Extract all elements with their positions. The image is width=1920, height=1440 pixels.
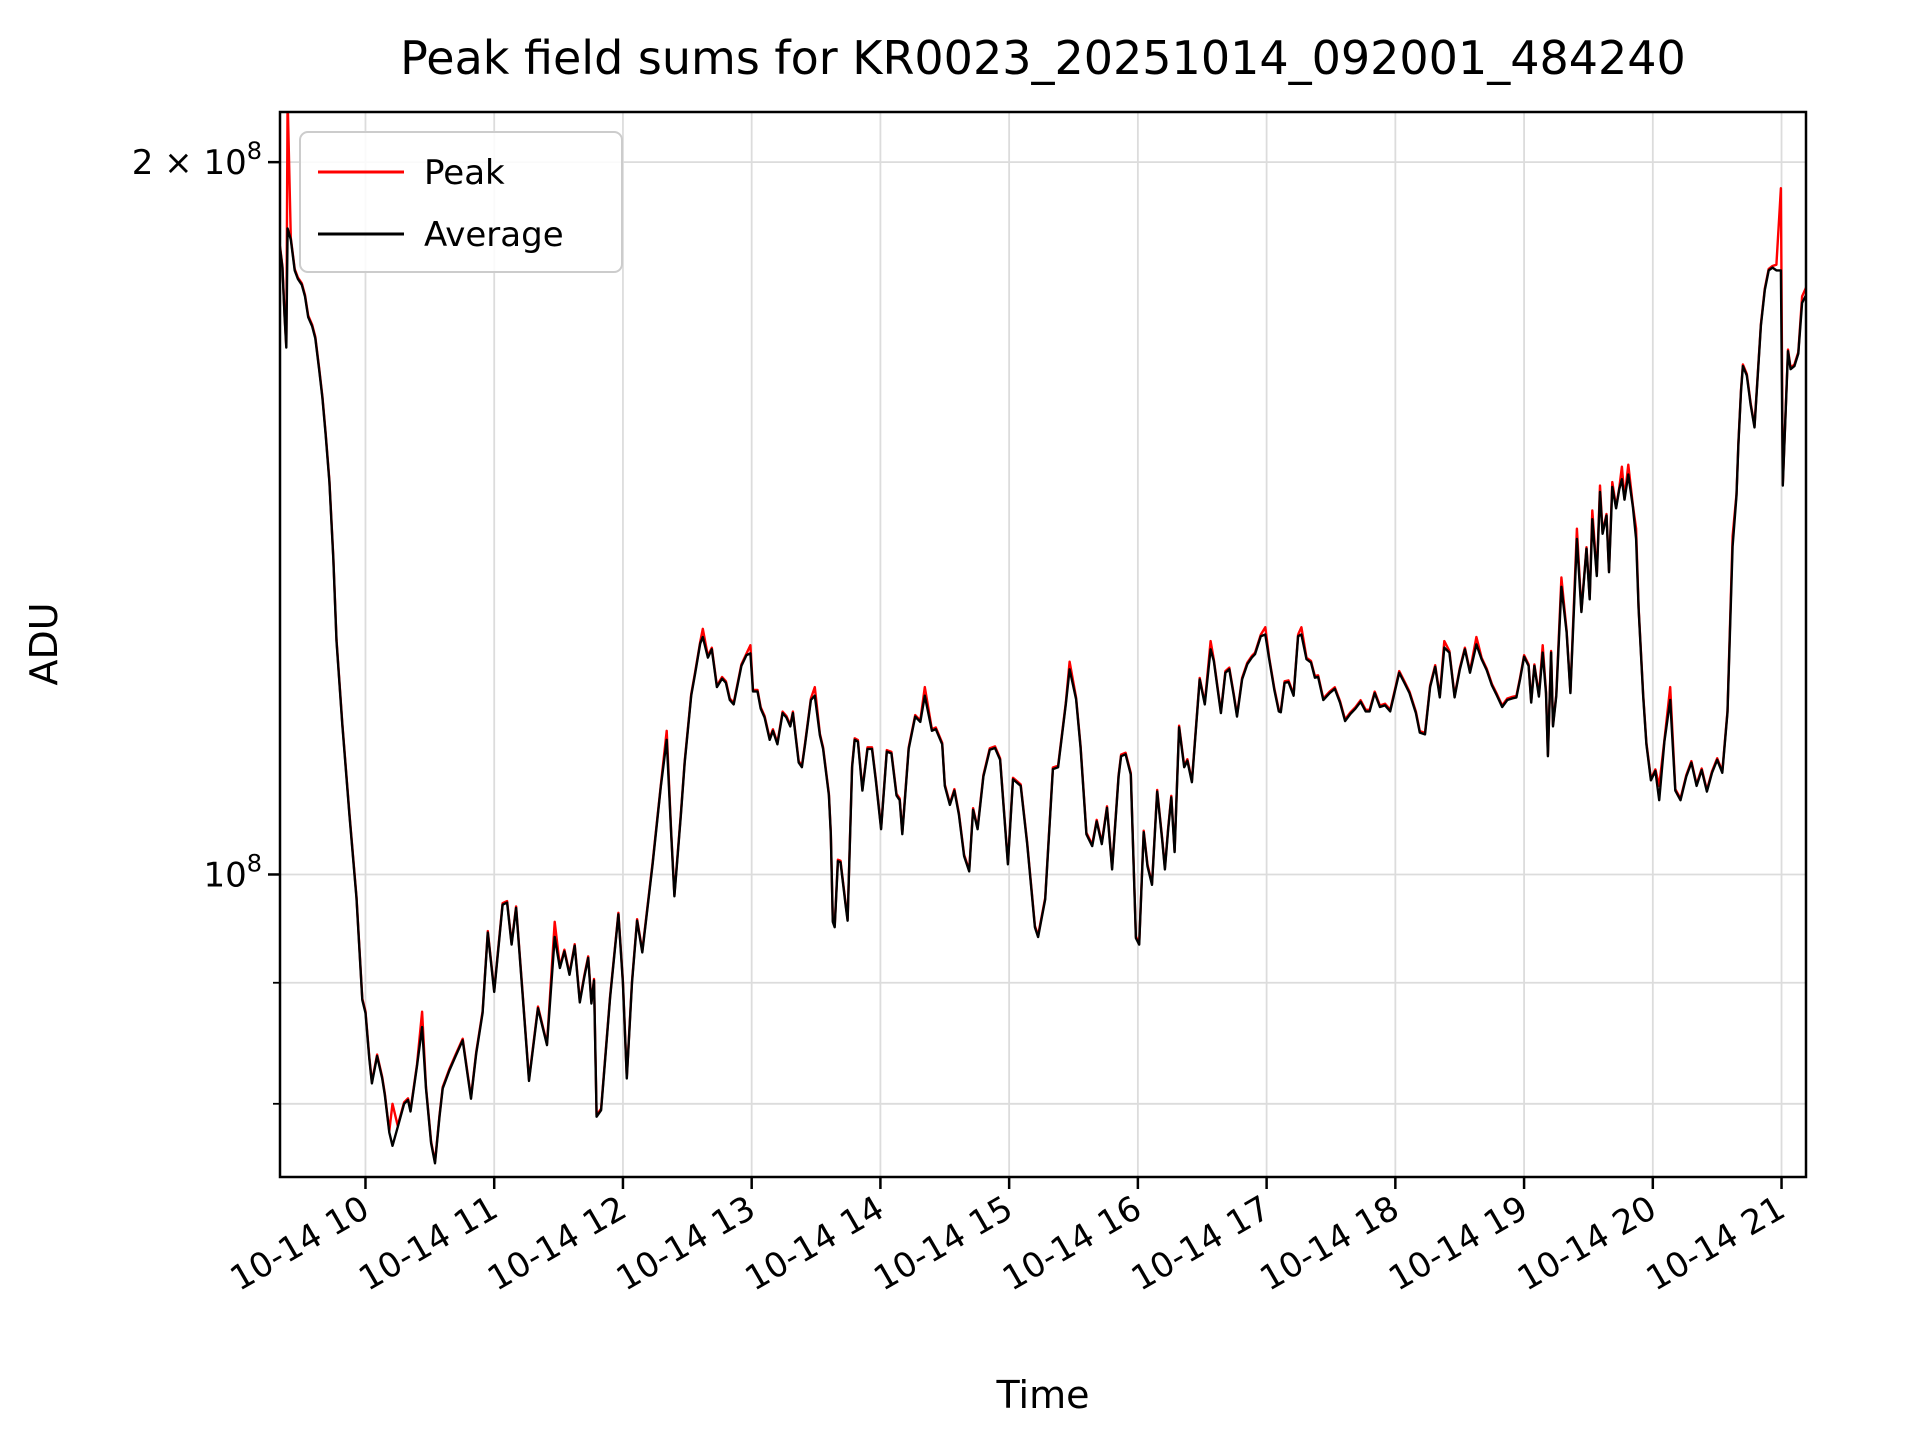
- y-axis-label: ADU: [22, 602, 66, 685]
- axes-spines: [278, 110, 1808, 1179]
- x-tick-label: 10-14 11: [352, 1188, 504, 1299]
- x-tick-label: 10-14 18: [1253, 1188, 1405, 1299]
- y-tick-label: 108: [203, 849, 262, 895]
- x-tick-label: 10-14 14: [739, 1188, 891, 1299]
- x-tick-label: 10-14 16: [996, 1188, 1148, 1299]
- x-axis-label: Time: [996, 1373, 1090, 1417]
- chart-title: Peak field sums for KR0023_20251014_0920…: [400, 31, 1686, 85]
- legend-label-average: Average: [424, 215, 564, 255]
- x-tick-label: 10-14 12: [481, 1188, 633, 1299]
- x-tick-label: 10-14 10: [224, 1188, 376, 1299]
- legend-box: [299, 131, 623, 273]
- x-tick-label: 10-14 13: [610, 1188, 762, 1299]
- x-tick-label: 10-14 17: [1125, 1188, 1277, 1299]
- x-tick-label: 10-14 20: [1511, 1188, 1663, 1299]
- legend: Peak Average: [299, 131, 623, 273]
- x-tick-label: 10-14 19: [1382, 1188, 1534, 1299]
- ticks: [268, 160, 1783, 1189]
- x-tick-label: 10-14 21: [1640, 1188, 1792, 1299]
- legend-label-peak: Peak: [424, 153, 505, 193]
- x-tick-label: 10-14 15: [867, 1188, 1019, 1299]
- average-line: [280, 227, 1806, 1165]
- y-tick-label: 2 × 108: [132, 137, 262, 183]
